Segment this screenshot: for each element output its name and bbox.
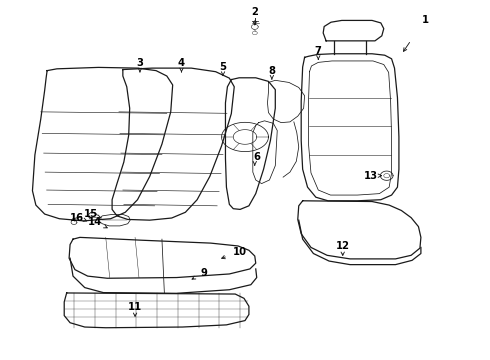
- Text: 10: 10: [233, 247, 247, 257]
- Text: 3: 3: [137, 58, 144, 68]
- Text: 4: 4: [178, 58, 185, 68]
- Text: 6: 6: [254, 152, 261, 162]
- Text: 13: 13: [364, 171, 378, 181]
- Text: 11: 11: [128, 302, 142, 312]
- Text: 15: 15: [84, 209, 98, 219]
- Text: 9: 9: [200, 268, 207, 278]
- Text: 8: 8: [269, 66, 275, 76]
- Text: 14: 14: [88, 217, 102, 227]
- Text: 16: 16: [70, 213, 83, 222]
- Text: 7: 7: [315, 46, 322, 56]
- Text: 2: 2: [251, 7, 258, 17]
- Text: 5: 5: [220, 62, 226, 72]
- Text: 12: 12: [336, 241, 350, 251]
- Text: 1: 1: [422, 15, 429, 26]
